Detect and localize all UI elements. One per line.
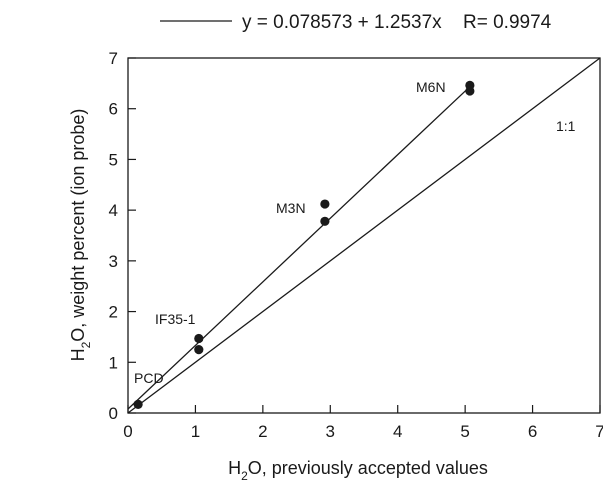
y-tick-label: 2 xyxy=(109,303,118,322)
y-axis-title: H2O, weight percent (ion probe) xyxy=(68,109,93,362)
x-tick-label: 6 xyxy=(528,422,537,441)
y-tick-label: 0 xyxy=(109,404,118,423)
y-tick-label: 7 xyxy=(109,49,118,68)
x-tick-label: 0 xyxy=(123,422,132,441)
point-label-if35-1: IF35-1 xyxy=(155,311,196,327)
x-tick-label: 5 xyxy=(460,422,469,441)
x-tick-label: 7 xyxy=(595,422,603,441)
x-axis-title-main: H xyxy=(228,458,241,478)
plot-frame xyxy=(127,57,601,414)
ref-line-label: 1:1 xyxy=(556,118,576,134)
chart-lines xyxy=(127,57,601,414)
legend: y = 0.078573 + 1.2537x R= 0.9974 xyxy=(160,12,552,33)
x-tick-label: 1 xyxy=(191,422,200,441)
x-tick-label: 4 xyxy=(393,422,402,441)
x-axis-title: H2O, previously accepted values xyxy=(228,458,488,483)
regression-fit-line xyxy=(127,86,471,410)
point-labels: PCD IF35-1 M3N M6N 1:1 xyxy=(134,79,576,386)
data-point xyxy=(194,345,204,355)
axis-ticks: 0 1 2 3 4 5 6 7 0 1 2 3 4 5 6 7 xyxy=(109,49,603,441)
data-point xyxy=(465,80,475,90)
y-axis-title-rest: O, weight percent (ion probe) xyxy=(68,109,88,342)
y-axis-title-subscript: 2 xyxy=(79,341,93,348)
legend-r-value: R= 0.9974 xyxy=(463,12,552,33)
y-axis-title-main: H xyxy=(68,348,88,361)
data-point xyxy=(194,333,204,344)
y-tick-label: 4 xyxy=(109,201,118,220)
data-point xyxy=(133,399,143,409)
y-tick-label: 1 xyxy=(109,353,118,372)
point-label-pcd: PCD xyxy=(134,370,164,386)
data-point xyxy=(320,199,330,209)
x-axis-title-subscript: 2 xyxy=(241,469,248,483)
y-tick-label: 3 xyxy=(109,252,118,271)
data-points xyxy=(133,80,475,409)
legend-equation: y = 0.078573 + 1.2537x xyxy=(242,12,442,33)
point-label-m6n: M6N xyxy=(416,79,446,95)
reference-line-1-to-1 xyxy=(127,57,601,414)
x-tick-label: 3 xyxy=(326,422,335,441)
data-point xyxy=(320,216,330,226)
x-axis-title-rest: O, previously accepted values xyxy=(248,458,488,478)
x-tick-label: 2 xyxy=(258,422,267,441)
y-tick-label: 5 xyxy=(109,150,118,169)
point-label-m3n: M3N xyxy=(276,200,306,216)
y-tick-label: 6 xyxy=(109,100,118,119)
